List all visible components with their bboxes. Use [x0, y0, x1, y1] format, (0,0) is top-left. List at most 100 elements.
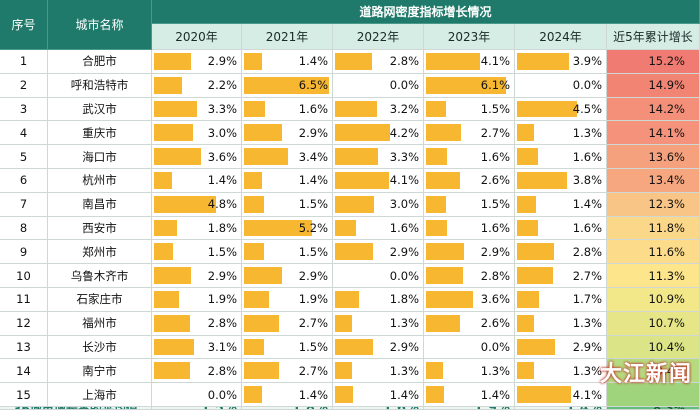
- row-8-year-4-bar: [517, 243, 555, 261]
- row-city: 合肥市: [48, 50, 152, 74]
- header-city: 城市名称: [48, 0, 152, 50]
- row-10-year-4: 1.7%: [515, 288, 607, 312]
- row-7-year-2: 1.6%: [333, 216, 424, 241]
- row-9-year-2: 0.0%: [333, 264, 424, 288]
- row-1-year-1: 6.5%: [242, 73, 333, 98]
- row-4-year-0-value: 3.6%: [207, 149, 237, 164]
- row-0-year-0: 2.9%: [152, 50, 242, 74]
- row-14-year-0: 0.0%: [152, 383, 242, 407]
- row-12-year-1-bar: [244, 338, 264, 356]
- row-2-year-3-bar: [426, 100, 446, 118]
- row-4-year-3: 1.6%: [424, 145, 515, 169]
- row-4-year-2-bar: [335, 148, 379, 165]
- row-cumulative: 9.4%: [607, 359, 700, 384]
- row-city: 长沙市: [48, 335, 152, 360]
- row-12-year-3: 0.0%: [424, 335, 515, 360]
- row-11-year-3-value: 2.6%: [480, 316, 510, 331]
- row-cumulative: 10.9%: [607, 288, 700, 312]
- row-14-year-2-bar: [335, 386, 354, 403]
- row-2-year-4: 4.5%: [515, 97, 607, 122]
- row-7-year-2-value: 1.6%: [389, 220, 419, 235]
- row-7-year-0-value: 1.8%: [207, 220, 237, 235]
- row-14-year-2-value: 1.4%: [389, 387, 419, 402]
- row-index: 6: [0, 169, 48, 193]
- row-8-year-1-bar: [244, 243, 264, 261]
- row-7-year-1: 5.2%: [242, 216, 333, 241]
- row-9-year-1: 2.9%: [242, 264, 333, 288]
- row-cumulative: 13.4%: [607, 169, 700, 193]
- row-cumulative: 12.3%: [607, 192, 700, 217]
- average-year-2-value: 1.6%: [383, 407, 419, 409]
- row-8-year-2-bar: [335, 243, 373, 261]
- row-city: 郑州市: [48, 240, 152, 265]
- row-index: 5: [0, 145, 48, 169]
- row-10-year-1: 1.9%: [242, 288, 333, 312]
- row-2-year-3-value: 1.5%: [480, 101, 510, 116]
- row-10-year-1-value: 1.9%: [298, 292, 328, 307]
- row-11-year-2: 1.3%: [333, 311, 424, 336]
- row-1-year-2: 0.0%: [333, 73, 424, 98]
- row-5-year-2-bar: [335, 172, 389, 189]
- row-7-year-3-value: 1.6%: [480, 220, 510, 235]
- header-cumulative: 近5年累计增长: [607, 24, 700, 50]
- row-index: 3: [0, 97, 48, 122]
- row-4-year-1-value: 3.4%: [298, 149, 328, 164]
- row-6-year-3-bar: [426, 195, 446, 213]
- row-1-year-0-bar: [154, 76, 183, 94]
- row-cumulative: 14.9%: [607, 73, 700, 98]
- row-5-year-0-bar: [154, 172, 173, 189]
- row-13-year-3-bar: [426, 362, 443, 380]
- row-7-year-3-bar: [426, 219, 447, 237]
- header-year-3: 2023年: [424, 24, 515, 50]
- row-6-year-3-value: 1.5%: [480, 197, 510, 212]
- row-index: 12: [0, 311, 48, 336]
- row-3-year-2-bar: [335, 124, 390, 142]
- row-index: 13: [0, 335, 48, 360]
- row-2-year-0: 3.3%: [152, 97, 242, 122]
- row-1-year-4-value: 0.0%: [572, 78, 602, 93]
- row-13-year-2-value: 1.3%: [389, 363, 419, 378]
- row-index: 1: [0, 50, 48, 74]
- row-city: 福州市: [48, 311, 152, 336]
- header-index: 序号: [0, 0, 48, 50]
- row-13-year-4-value: 1.3%: [572, 363, 602, 378]
- row-7-year-1-bar: [244, 219, 312, 237]
- row-10-year-4-bar: [517, 291, 540, 308]
- row-6-year-3: 1.5%: [424, 192, 515, 217]
- row-13-year-4-bar: [517, 362, 535, 380]
- row-7-year-4: 1.6%: [515, 216, 607, 241]
- row-9-year-4: 2.7%: [515, 264, 607, 288]
- row-city: 石家庄市: [48, 288, 152, 312]
- row-8-year-3: 2.9%: [424, 240, 515, 265]
- row-9-year-4-bar: [517, 267, 553, 284]
- row-1-year-3-value: 6.1%: [480, 78, 510, 93]
- row-index: 8: [0, 216, 48, 241]
- row-1-year-1-bar: [244, 76, 329, 94]
- row-0-year-4-bar: [517, 53, 569, 70]
- row-12-year-4: 2.9%: [515, 335, 607, 360]
- row-8-year-4: 2.8%: [515, 240, 607, 265]
- row-2-year-4-value: 4.5%: [572, 101, 602, 116]
- row-6-year-0-bar: [154, 195, 217, 213]
- row-11-year-4-value: 1.3%: [572, 316, 602, 331]
- row-index: 15: [0, 383, 48, 407]
- row-4-year-3-bar: [426, 148, 447, 165]
- row-6-year-0-value: 4.8%: [207, 197, 237, 212]
- row-10-year-0-bar: [154, 291, 179, 308]
- average-year-1-value: 1.8%: [292, 407, 328, 409]
- row-14-year-1-value: 1.4%: [298, 387, 328, 402]
- row-city: 重庆市: [48, 121, 152, 146]
- row-11-year-0-value: 2.8%: [207, 316, 237, 331]
- row-6-year-4-bar: [517, 195, 536, 213]
- row-4-year-4-bar: [517, 148, 539, 165]
- row-5-year-0-value: 1.4%: [207, 173, 237, 188]
- row-3-year-4-value: 1.3%: [572, 125, 602, 140]
- row-1-year-4: 0.0%: [515, 73, 607, 98]
- row-11-year-4: 1.3%: [515, 311, 607, 336]
- row-14-year-1: 1.4%: [242, 383, 333, 407]
- row-9-year-3-value: 2.8%: [480, 268, 510, 283]
- row-city: 乌鲁木齐市: [48, 264, 152, 288]
- row-index: 14: [0, 359, 48, 384]
- row-4-year-1: 3.4%: [242, 145, 333, 169]
- row-12-year-4-bar: [517, 338, 556, 356]
